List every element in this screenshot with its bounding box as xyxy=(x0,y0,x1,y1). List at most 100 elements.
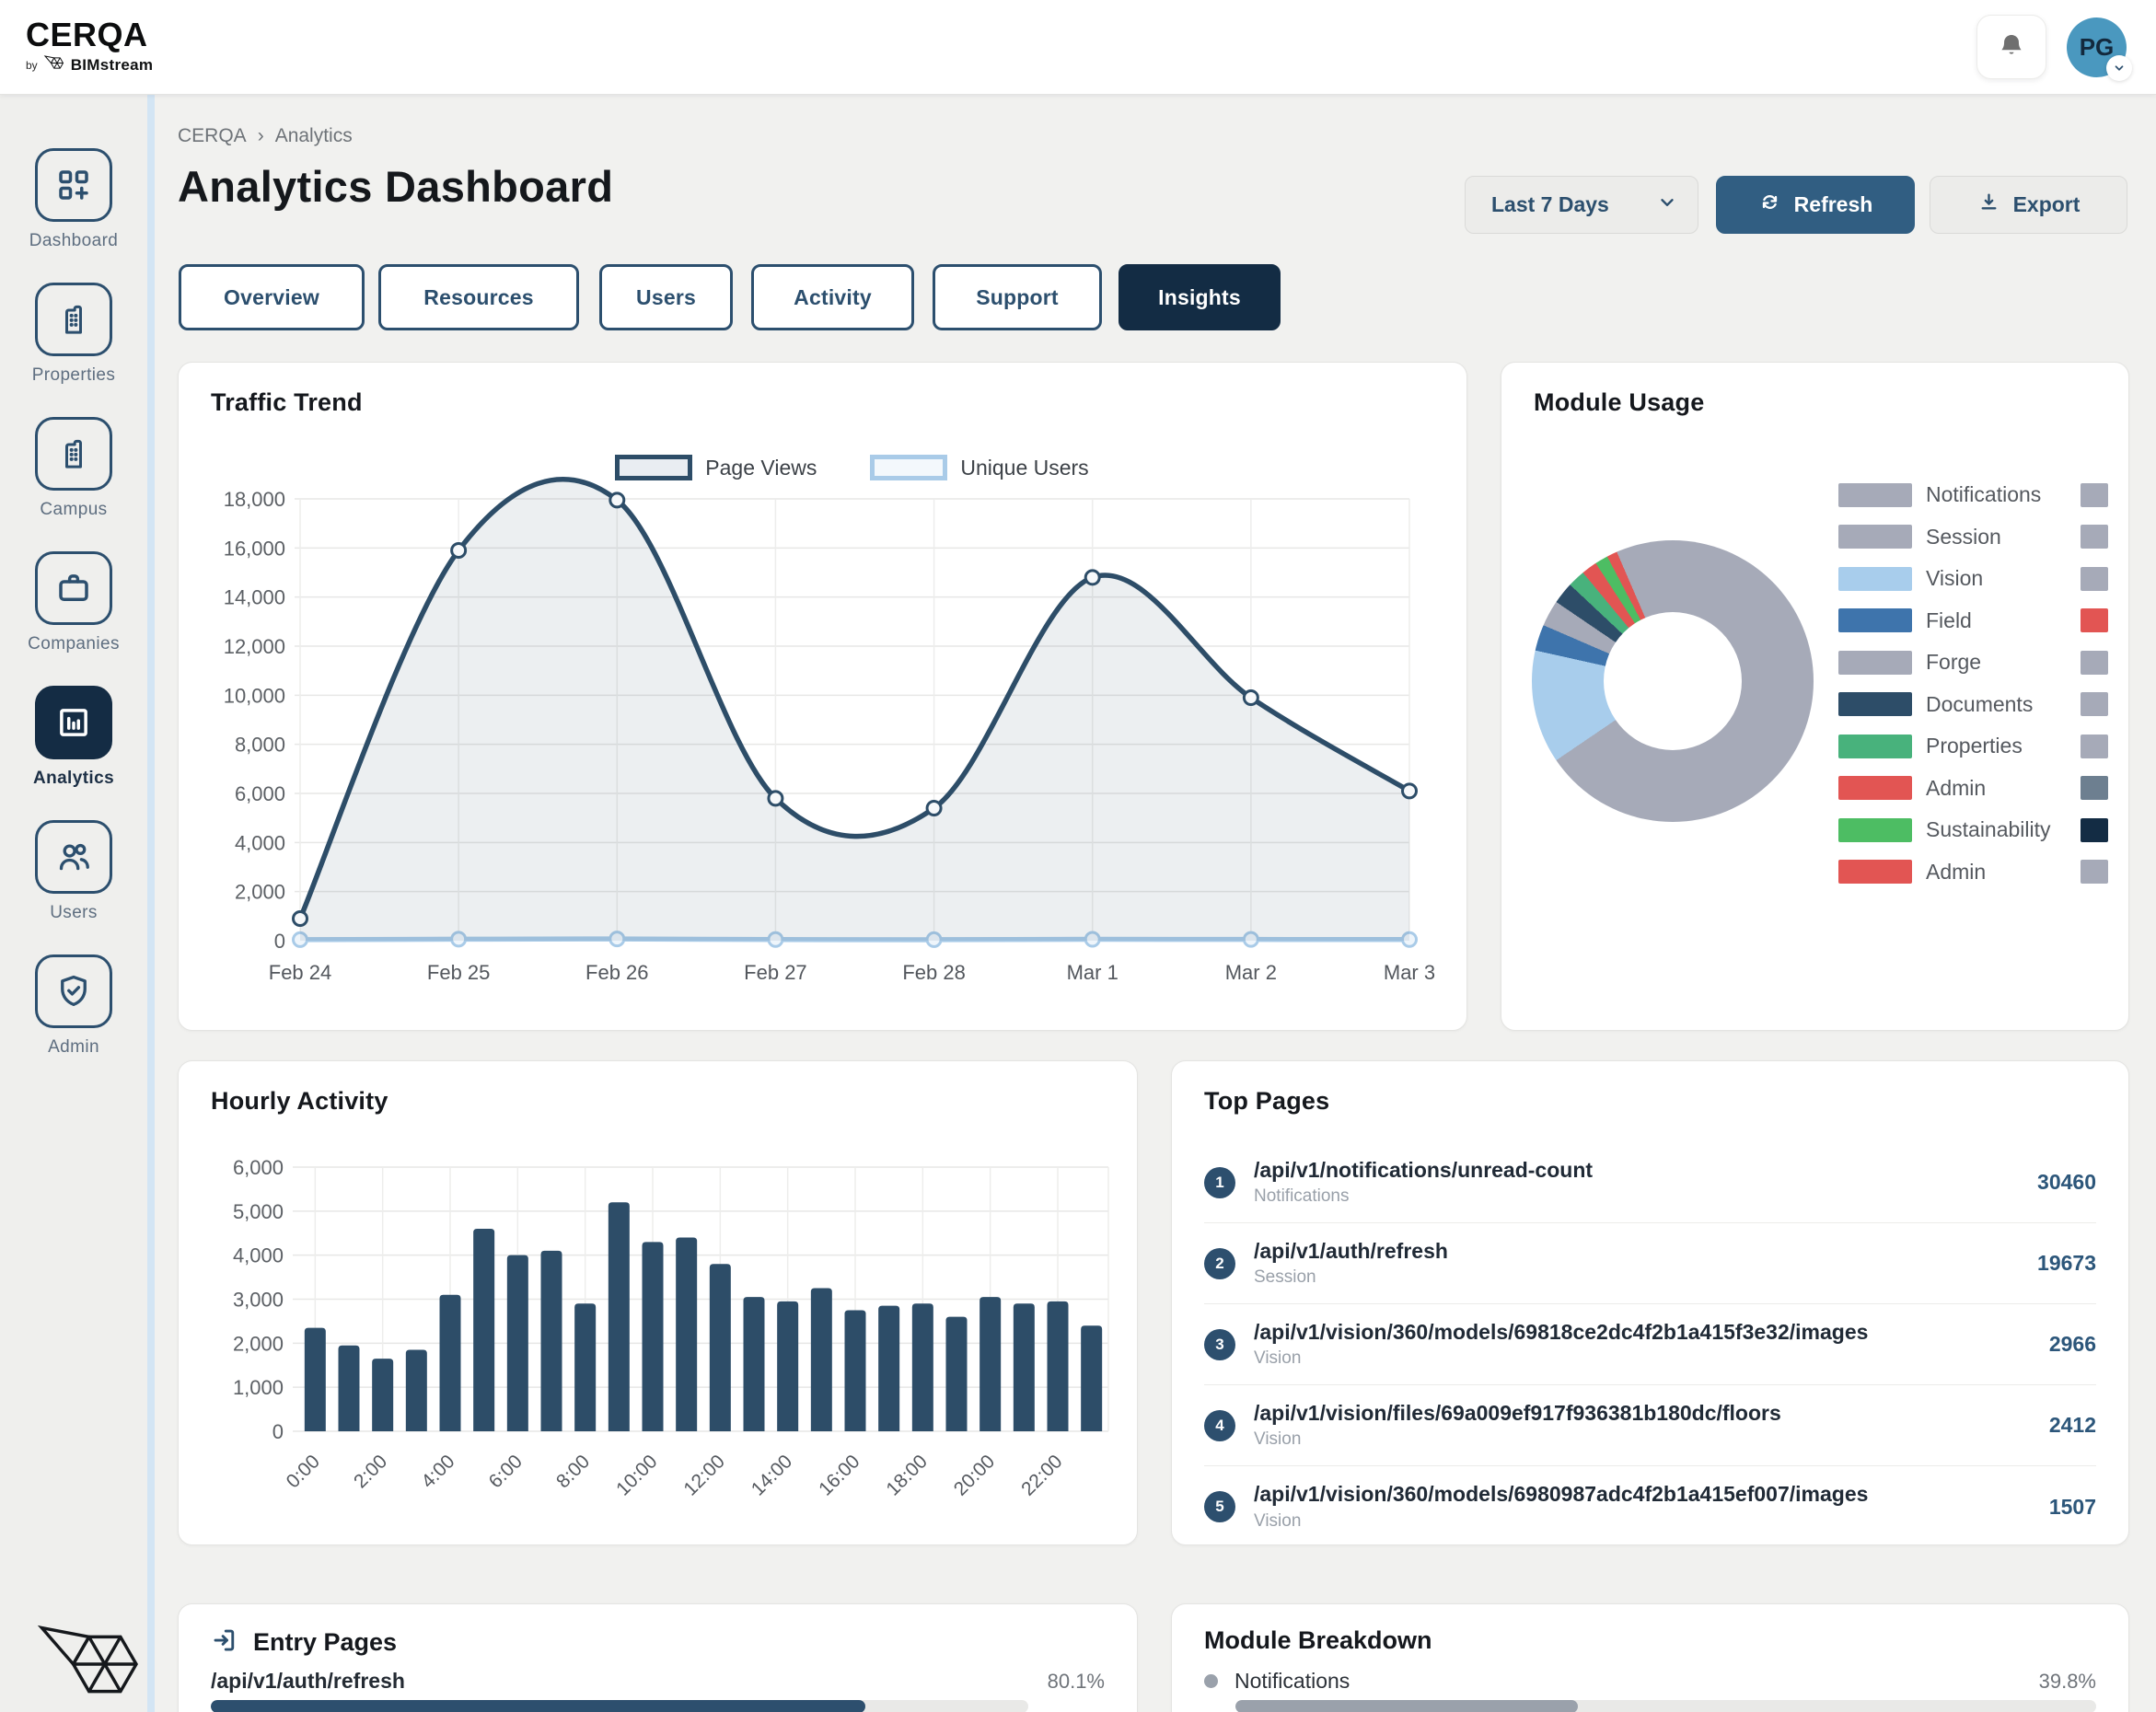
bimstream-hex-icon xyxy=(43,54,65,76)
top-page-row[interactable]: 3/api/v1/vision/360/models/69818ce2dc4f2… xyxy=(1204,1304,2096,1385)
date-range-value: Last 7 Days xyxy=(1491,192,1609,217)
sidebar-item-analytics[interactable]: Analytics xyxy=(33,686,114,789)
svg-text:8:00: 8:00 xyxy=(552,1451,594,1492)
top-page-info: /api/v1/auth/refreshSession xyxy=(1254,1239,1448,1289)
bar xyxy=(979,1297,1001,1431)
sidebar-item-label: Dashboard xyxy=(29,231,119,251)
svg-text:0:00: 0:00 xyxy=(283,1451,324,1492)
tab-support[interactable]: Support xyxy=(933,264,1102,330)
sidebar-item-companies[interactable]: Companies xyxy=(28,551,120,654)
legend-label: Documents xyxy=(1926,692,2081,717)
rank-badge: 5 xyxy=(1204,1491,1235,1522)
legend-swatch xyxy=(1838,818,1912,842)
tab-users[interactable]: Users xyxy=(599,264,733,330)
traffic-line-chart: 02,0004,0006,0008,00010,00012,00014,0001… xyxy=(197,473,1449,1016)
sidebar-scrollbar[interactable] xyxy=(147,95,155,1712)
rank-badge: 2 xyxy=(1204,1248,1235,1279)
tab-activity[interactable]: Activity xyxy=(751,264,914,330)
legend-extra-swatch xyxy=(2081,567,2108,591)
svg-text:4,000: 4,000 xyxy=(235,831,285,854)
avatar[interactable]: PG xyxy=(2067,17,2127,77)
users-icon xyxy=(35,820,112,894)
legend-label: Session xyxy=(1926,525,2081,549)
module-usage-legend: NotificationsSessionVisionFieldForgeDocu… xyxy=(1838,482,2108,885)
sidebar-item-label: Properties xyxy=(32,365,116,386)
bell-icon xyxy=(1996,30,2027,64)
refresh-icon xyxy=(1758,191,1781,219)
top-page-count: 19673 xyxy=(2037,1251,2096,1276)
bar xyxy=(609,1202,630,1431)
legend-swatch xyxy=(1838,483,1912,507)
traffic-trend-title: Traffic Trend xyxy=(211,388,363,417)
bar xyxy=(541,1251,562,1431)
svg-text:Mar 3: Mar 3 xyxy=(1384,961,1435,984)
module-breakdown-row: Notifications 39.8% xyxy=(1204,1669,2096,1694)
bar xyxy=(574,1303,596,1431)
module-breakdown-header: Module Breakdown xyxy=(1204,1626,1432,1655)
rank-badge: 3 xyxy=(1204,1329,1235,1360)
chevron-down-icon xyxy=(1657,192,1677,218)
sidebar-item-dashboard[interactable]: Dashboard xyxy=(29,148,119,251)
top-page-path: /api/v1/vision/files/69a009ef917f936381b… xyxy=(1254,1401,1781,1427)
top-page-count: 2966 xyxy=(2049,1332,2096,1357)
top-page-row[interactable]: 4/api/v1/vision/files/69a009ef917f936381… xyxy=(1204,1385,2096,1466)
date-range-select[interactable]: Last 7 Days xyxy=(1465,176,1698,234)
building-icon xyxy=(35,283,112,356)
top-page-module: Session xyxy=(1254,1267,1448,1288)
svg-text:Mar 1: Mar 1 xyxy=(1067,961,1119,984)
top-pages-list: 1/api/v1/notifications/unread-countNotif… xyxy=(1204,1142,2096,1544)
svg-text:10:00: 10:00 xyxy=(612,1451,661,1499)
module-legend-row: Properties xyxy=(1838,734,2108,758)
tab-insights[interactable]: Insights xyxy=(1119,264,1281,330)
svg-text:Feb 25: Feb 25 xyxy=(427,961,490,984)
legend-swatch xyxy=(1838,776,1912,800)
svg-text:1,000: 1,000 xyxy=(233,1376,284,1399)
tab-overview[interactable]: Overview xyxy=(179,264,365,330)
avatar-chevron-down-icon[interactable] xyxy=(2106,55,2132,81)
notifications-button[interactable] xyxy=(1976,15,2046,79)
export-label: Export xyxy=(2013,192,2081,217)
top-page-row[interactable]: 5/api/v1/vision/360/models/6980987adc4f2… xyxy=(1204,1466,2096,1545)
svg-text:8,000: 8,000 xyxy=(235,734,285,757)
module-breakdown-percent: 39.8% xyxy=(2039,1670,2096,1694)
bar xyxy=(946,1317,968,1431)
export-button[interactable]: Export xyxy=(1930,176,2127,234)
top-page-info: /api/v1/vision/files/69a009ef917f936381b… xyxy=(1254,1401,1781,1451)
module-legend-row: Admin xyxy=(1838,860,2108,885)
top-page-row[interactable]: 2/api/v1/auth/refreshSession 19673 xyxy=(1204,1223,2096,1304)
top-page-info: /api/v1/notifications/unread-countNotifi… xyxy=(1254,1158,1593,1208)
breadcrumb: CERQA › Analytics xyxy=(178,125,353,147)
bar xyxy=(744,1297,765,1431)
svg-text:Feb 27: Feb 27 xyxy=(744,961,807,984)
breadcrumb-current[interactable]: Analytics xyxy=(275,125,353,147)
tab-resources[interactable]: Resources xyxy=(378,264,579,330)
legend-swatch xyxy=(1838,567,1912,591)
top-page-module: Vision xyxy=(1254,1348,1868,1369)
module-legend-row: Session xyxy=(1838,525,2108,549)
module-breakdown-panel: Module Breakdown Notifications 39.8% xyxy=(1171,1603,2129,1712)
hourly-activity-title: Hourly Activity xyxy=(211,1087,388,1116)
svg-text:0: 0 xyxy=(272,1420,284,1443)
rank-badge: 4 xyxy=(1204,1410,1235,1441)
svg-text:10,000: 10,000 xyxy=(224,684,285,707)
sidebar-item-admin[interactable]: Admin xyxy=(35,954,112,1058)
legend-label: Notifications xyxy=(1926,482,2081,507)
breakdown-progress-track xyxy=(1235,1700,2096,1712)
building-icon xyxy=(35,417,112,491)
sidebar-item-campus[interactable]: Campus xyxy=(35,417,112,520)
sidebar-item-users[interactable]: Users xyxy=(35,820,112,923)
refresh-button[interactable]: Refresh xyxy=(1716,176,1915,234)
breadcrumb-root[interactable]: CERQA xyxy=(178,125,247,147)
sidebar-item-properties[interactable]: Properties xyxy=(32,283,116,386)
svg-text:2,000: 2,000 xyxy=(233,1332,284,1355)
module-legend-row: Admin xyxy=(1838,776,2108,801)
top-page-count: 30460 xyxy=(2037,1170,2096,1195)
rank-badge: 1 xyxy=(1204,1167,1235,1198)
svg-text:14,000: 14,000 xyxy=(224,586,285,609)
module-legend-row: Field xyxy=(1838,608,2108,633)
legend-extra-swatch xyxy=(2081,525,2108,549)
bar xyxy=(339,1346,360,1431)
bar xyxy=(878,1306,899,1431)
top-page-row[interactable]: 1/api/v1/notifications/unread-countNotif… xyxy=(1204,1142,2096,1223)
legend-swatch xyxy=(1838,692,1912,716)
